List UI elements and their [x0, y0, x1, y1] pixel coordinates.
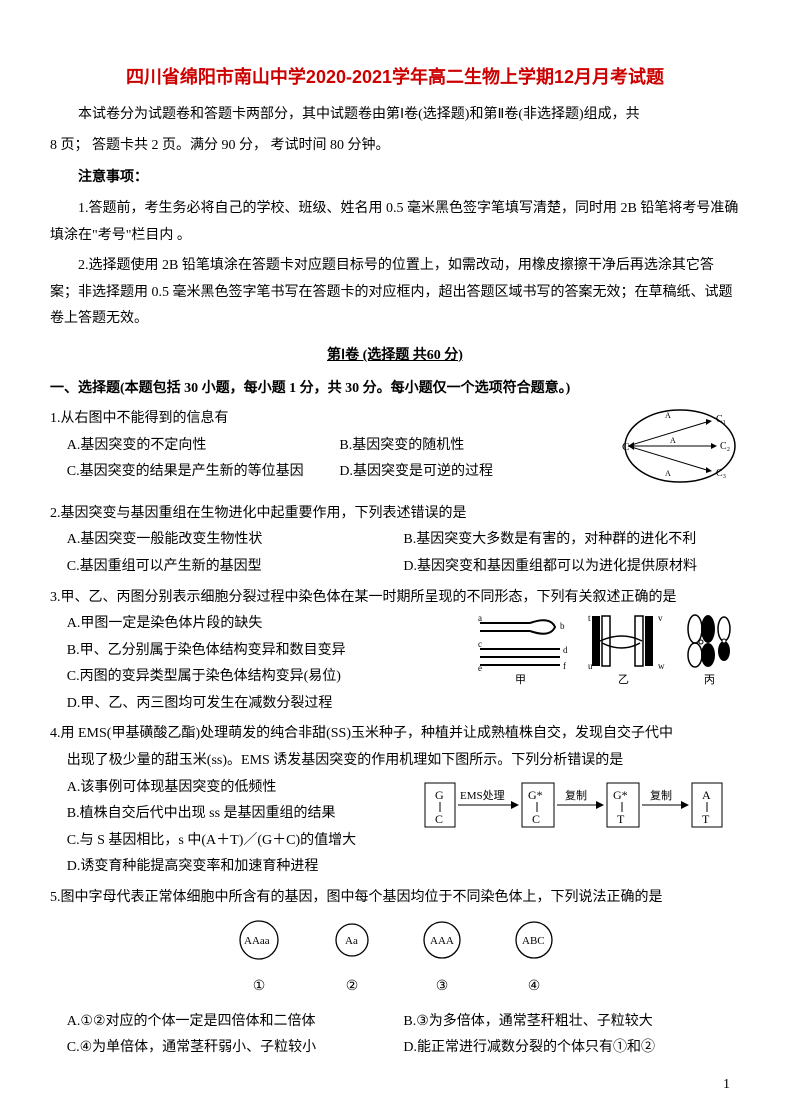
svg-text:甲: 甲 [515, 674, 526, 686]
exam-title: 四川省绵阳市南山中学2020-2021学年高二生物上学期12月月考试题 [50, 60, 740, 94]
svg-text:C: C [532, 812, 540, 826]
svg-text:f: f [563, 661, 566, 671]
svg-text:G*: G* [528, 788, 543, 802]
q5-circle-3-num: ③ [416, 974, 468, 1001]
intro-line-2: 8 页； 答题卡共 2 页。满分 90 分， 考试时间 80 分钟。 [50, 133, 740, 160]
q5-opt-d: D.能正常进行减数分裂的个体只有①和② [403, 1035, 740, 1062]
q5-circle-2-num: ② [328, 974, 376, 1001]
q1-opt-d: D.基因突变是可逆的过程 [339, 459, 612, 486]
svg-text:C₃: C₃ [716, 468, 726, 479]
q1-opt-a: A.基因突变的不定向性 [67, 433, 340, 460]
svg-text:乙: 乙 [618, 673, 629, 686]
q2-opt-b: B.基因突变大多数是有害的，对种群的进化不利 [403, 527, 740, 554]
q4-stem-2: 出现了极少量的甜玉米(ss)。EMS 诱发基因突变的作用机理如下图所示。下列分析… [50, 748, 740, 775]
q5-circles: AAaa ① Aa ② AAA ③ ABC ④ [50, 920, 740, 1001]
svg-text:复制: 复制 [565, 788, 587, 802]
q5-circle-4-num: ④ [508, 974, 560, 1001]
page-number: 1 [723, 1072, 730, 1099]
svg-text:ABC: ABC [522, 935, 545, 947]
q5-circle-1-num: ① [230, 974, 288, 1001]
q5-opt-a: A.①②对应的个体一定是四倍体和二倍体 [67, 1009, 404, 1036]
q3-diagrams: a b c d e f 甲 t v u w 乙 [475, 611, 740, 686]
q2-opt-d: D.基因突变和基因重组都可以为进化提供原材料 [403, 554, 740, 581]
svg-text:w: w [658, 661, 665, 671]
q5-opt-c: C.④为单倍体，通常茎秆弱小、子粒较小 [67, 1035, 404, 1062]
svg-text:Aa: Aa [345, 935, 358, 947]
svg-text:d: d [563, 645, 568, 655]
question-header: 一、选择题(本题包括 30 小题，每小题 1 分，共 30 分。每小题仅一个选项… [50, 376, 740, 403]
question-5: 5.图中字母代表正常体细胞中所含有的基因，图中每个基因均位于不同染色体上，下列说… [50, 885, 740, 1062]
q4-opt-d: D.诱变育种能提高突变率和加速育种进程 [50, 854, 740, 881]
q2-opt-a: A.基因突变一般能改变生物性状 [67, 527, 404, 554]
q4-stem-1: 4.用 EMS(甲基磺酸乙酯)处理萌发的纯合非甜(SS)玉米种子，种植并让成熟植… [50, 721, 740, 748]
q5-stem: 5.图中字母代表正常体细胞中所含有的基因，图中每个基因均位于不同染色体上，下列说… [50, 885, 740, 912]
svg-text:T: T [702, 812, 710, 826]
notice-title: 注意事项： [50, 165, 740, 192]
q3-opt-d: D.甲、乙、丙三图均可发生在减数分裂过程 [50, 691, 740, 718]
question-1: C C₁ C₂ C₃ A A A 1.从右图中不能得到的信息有 A.基因突变的不… [50, 406, 740, 497]
svg-text:丙: 丙 [704, 674, 715, 686]
svg-text:C: C [622, 441, 629, 453]
svg-text:C: C [435, 812, 443, 826]
svg-text:b: b [560, 621, 565, 631]
svg-text:C₁: C₁ [716, 414, 726, 425]
svg-text:t: t [588, 613, 591, 623]
svg-text:G: G [435, 788, 444, 802]
q2-stem: 2.基因突变与基因重组在生物进化中起重要作用，下列表述错误的是 [50, 501, 740, 528]
svg-text:AAA: AAA [430, 935, 454, 947]
q4-diagram: G C EMS处理 G* C 复制 G* T 复制 A T [420, 775, 740, 846]
question-3: 3.甲、乙、丙图分别表示细胞分裂过程中染色体在某一时期所呈现的不同形态，下列有关… [50, 585, 740, 718]
svg-text:复制: 复制 [650, 788, 672, 802]
q1-diagram: C C₁ C₂ C₃ A A A [620, 406, 740, 497]
q5-opt-b: B.③为多倍体，通常茎秆粗壮、子粒较大 [403, 1009, 740, 1036]
svg-text:T: T [617, 812, 625, 826]
svg-text:a: a [478, 613, 482, 623]
svg-text:e: e [478, 663, 482, 673]
q2-opt-c: C.基因重组可以产生新的基因型 [67, 554, 404, 581]
section-1-title: 第Ⅰ卷 (选择题 共60 分) [50, 343, 740, 370]
svg-text:A: A [702, 788, 711, 802]
notice-1: 1.答题前，考生务必将自己的学校、班级、姓名用 0.5 毫米黑色签字笔填写清楚，… [50, 196, 740, 249]
svg-text:v: v [658, 613, 663, 623]
svg-text:EMS处理: EMS处理 [460, 789, 505, 802]
svg-text:AAaa: AAaa [244, 935, 270, 947]
svg-text:A: A [670, 436, 676, 445]
svg-text:A: A [665, 469, 671, 478]
svg-text:A: A [665, 411, 671, 420]
question-2: 2.基因突变与基因重组在生物进化中起重要作用，下列表述错误的是 A.基因突变一般… [50, 501, 740, 581]
svg-text:u: u [588, 661, 593, 671]
q1-opt-c: C.基因突变的结果是产生新的等位基因 [67, 459, 340, 486]
intro-line-1: 本试卷分为试题卷和答题卡两部分，其中试题卷由第Ⅰ卷(选择题)和第Ⅱ卷(非选择题)… [50, 102, 740, 129]
svg-text:G*: G* [613, 788, 628, 802]
q3-stem: 3.甲、乙、丙图分别表示细胞分裂过程中染色体在某一时期所呈现的不同形态，下列有关… [50, 585, 740, 612]
q1-opt-b: B.基因突变的随机性 [339, 433, 612, 460]
svg-text:C₂: C₂ [720, 441, 730, 452]
svg-text:c: c [478, 639, 482, 649]
question-4: 4.用 EMS(甲基磺酸乙酯)处理萌发的纯合非甜(SS)玉米种子，种植并让成熟植… [50, 721, 740, 881]
notice-2: 2.选择题使用 2B 铅笔填涂在答题卡对应题目标号的位置上，如需改动，用橡皮擦擦… [50, 253, 740, 333]
